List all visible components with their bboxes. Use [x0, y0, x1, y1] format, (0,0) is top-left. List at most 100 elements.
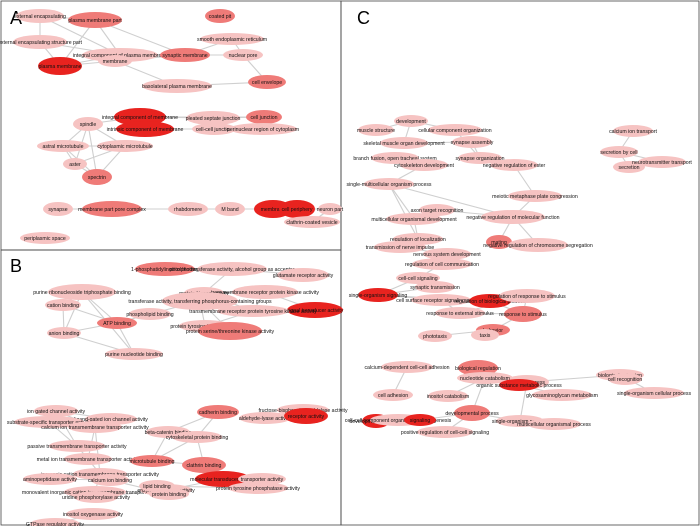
node-label: coated pit	[209, 14, 232, 20]
node-label: single-organism cellular process	[617, 391, 692, 397]
node-shape	[139, 480, 175, 492]
node-label: cell surface receptor signaling pathway	[396, 298, 486, 304]
node-shape	[481, 210, 545, 224]
node-label: clathrin binding	[187, 463, 222, 469]
node-label: plasma membrane part	[68, 18, 122, 24]
node-label: cell periphery	[282, 207, 313, 213]
node-shape	[279, 200, 315, 218]
node-shape	[172, 431, 222, 443]
node-shape	[600, 146, 638, 158]
node-single-organism-signaling: single-organism signaling	[349, 288, 408, 302]
node-regulation-of-cell-communication: regulation of cell communication	[405, 258, 479, 270]
node-basolateral-plasma-membrane: basolateral plasma membrane	[142, 79, 212, 93]
node-shape	[205, 9, 235, 23]
node-label: cytoskeleton development	[394, 163, 455, 169]
node-shape	[217, 305, 289, 317]
node-label: purine ribonucleoside triphosphate bindi…	[33, 290, 131, 296]
node-label: multicellular organismal development	[371, 217, 457, 223]
node-shape	[613, 125, 653, 137]
node-shape	[14, 416, 84, 428]
node-label: transmembrane receptor protein kinase ac…	[211, 290, 319, 296]
node-label: spindle	[80, 122, 97, 128]
node-shape	[417, 426, 473, 438]
panel-c-letter: C	[357, 8, 370, 28]
node-label: calcium ion transmembrane transporter ac…	[41, 425, 149, 431]
node-shape	[238, 473, 286, 485]
node-lipid-binding: lipid binding	[139, 480, 175, 492]
node-single-multicellular-organism-process: single-multicellular organism process	[346, 178, 432, 190]
node-rhabdomere: rhabdomere	[168, 202, 208, 216]
node-shape	[228, 482, 288, 494]
node-shape	[198, 322, 262, 340]
node-nucleotide-catabolism: nucleotide catabolism	[457, 372, 513, 384]
node-synapse-organization: synapse organization	[455, 152, 505, 164]
node-label: single-organism signaling	[349, 293, 408, 299]
node-label: anion binding	[49, 331, 80, 337]
node-label: transferase activity, transferring phosp…	[128, 299, 272, 305]
node-external-encapsulating: external encapsulating	[14, 9, 66, 23]
node-label: synapse assembly	[451, 140, 494, 146]
node-cytoskeletal-protein-binding: cytoskeletal protein binding	[166, 431, 228, 443]
node-response-to-external-stimulus: response to external stimulus	[426, 307, 494, 319]
node-membrane-part-pore-complex: membrane part pore complex	[78, 201, 146, 217]
node-label: clathrin-coated vesicle	[286, 220, 337, 226]
node-label: M band	[221, 207, 238, 213]
edge	[388, 183, 419, 240]
node-label: positive regulation of cell-cell signali…	[401, 430, 489, 436]
node-shape	[105, 348, 163, 360]
node-shape	[608, 373, 642, 385]
node-label: cellular component organization	[418, 128, 491, 134]
node-shape	[374, 241, 426, 253]
node-label: protein binding	[152, 492, 186, 498]
node-cell-cell-junction: cell-cell junction	[192, 123, 236, 135]
node-shape	[486, 235, 512, 249]
node-label: transporter activity	[241, 477, 284, 483]
node-label: organic substance metabolic process	[476, 383, 562, 389]
node-shape	[415, 281, 455, 293]
node-shape	[47, 327, 81, 339]
node-shape	[97, 140, 153, 152]
node-shape	[215, 202, 245, 216]
node-synaptic-transmission: synaptic transmission	[410, 281, 460, 293]
node-label: external encapsulating structure part	[0, 40, 83, 46]
node-shape	[400, 159, 448, 171]
node-clathrin-coated-vesicle: clathrin-coated vesicle	[284, 216, 340, 228]
node-shape	[428, 390, 468, 402]
node-1-phosphatidylinositol-binding: 1-phosphatidylinositol binding	[131, 262, 199, 276]
node-cytoplasmic-microtubule: cytoplasmic microtubule	[97, 140, 153, 152]
node-shape	[64, 453, 112, 465]
node-shape	[527, 418, 581, 430]
node-passive-transmembrane-transporter-activity: passive transmembrane transporter activi…	[27, 440, 127, 452]
node-label: pleated septate junction	[186, 116, 241, 122]
node-external-encapsulating-structure-part: external encapsulating structure part	[0, 35, 83, 49]
node-shape	[508, 238, 568, 252]
node-label: rhabdomere	[174, 207, 202, 213]
node-cell-envelope: cell envelope	[248, 75, 286, 89]
node-label: synaptic membrane	[162, 53, 207, 59]
node-microtubule-binding: microtubule binding	[130, 455, 175, 467]
node-shape	[195, 471, 251, 487]
node-label: spectrin	[88, 175, 106, 181]
node-perinuclear-region-of-cytoplasm: perinuclear region of cytoplasm	[227, 123, 299, 135]
node-label: beta-catenin binding	[145, 430, 192, 436]
node-intrinsic-component-of-membrane: intrinsic component of membrane	[107, 121, 183, 137]
node-nuclear-pore: nuclear pore	[223, 49, 263, 61]
node-gtpase-regulator-activity: GTPase regulator activity	[26, 518, 85, 526]
node-inositol-oxygenase-activity: inositol oxygenase activity	[63, 508, 123, 520]
node-label: inorganic cation transmembrane transport…	[41, 472, 159, 478]
node-organic-substance-metabolic-process: organic substance metabolic process	[476, 379, 562, 391]
node-shape	[229, 123, 297, 135]
node-cadherin-binding: cadherin binding	[197, 405, 239, 419]
node-transferase-activity-transferring-phosphorus-containing-groups: transferase activity, transferring phosp…	[128, 292, 272, 310]
node-calcium-dependent-cell-cell-adhesion: calcium-dependent cell-cell adhesion	[364, 361, 450, 373]
node-shape	[232, 285, 298, 299]
node-shape	[458, 152, 502, 164]
node-shape	[82, 201, 142, 217]
node-label: inositol catabolism	[427, 394, 469, 400]
node-label: cadherin binding	[199, 410, 237, 416]
node-multicellular-organismal-development: multicellular organismal development	[371, 213, 457, 225]
node-shape	[116, 121, 174, 137]
node-shape	[423, 248, 471, 260]
node-shape	[458, 360, 498, 376]
node-label: skeletal muscle organ development	[363, 141, 445, 147]
